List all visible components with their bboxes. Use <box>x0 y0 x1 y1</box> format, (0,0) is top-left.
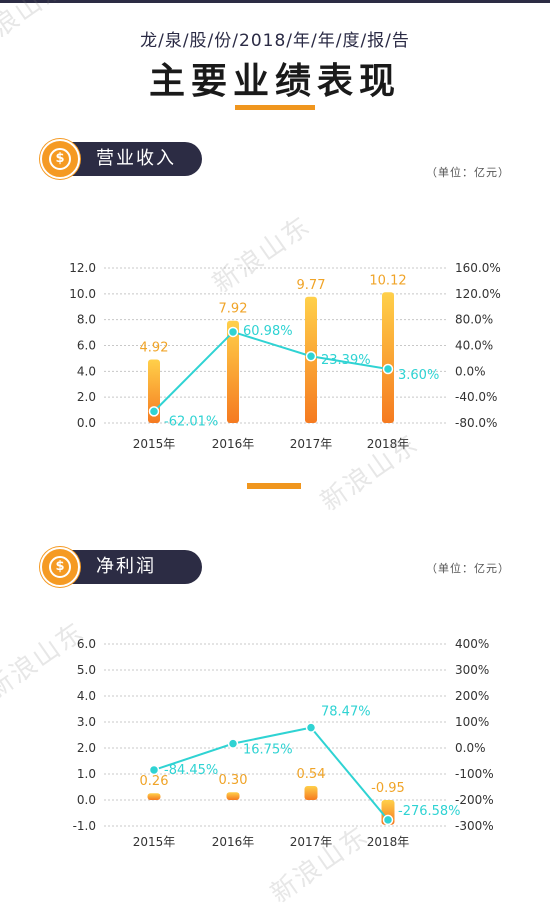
right-tick-label: -100% <box>455 767 494 781</box>
right-tick-label: 80.0% <box>455 313 493 327</box>
bar-value-label: 9.77 <box>297 278 326 293</box>
category-label: 2018年 <box>367 835 410 849</box>
left-tick-label: 4.0 <box>77 689 96 703</box>
right-tick-label: 300% <box>455 663 489 677</box>
category-label: 2016年 <box>212 437 255 451</box>
growth-point <box>148 764 160 776</box>
top-rule <box>0 0 550 3</box>
right-tick-label: 100% <box>455 715 489 729</box>
left-tick-label: 6.0 <box>77 637 96 651</box>
growth-point <box>227 738 239 749</box>
revenue-unit: （单位：亿元） <box>426 166 510 179</box>
right-tick-label: -40.0% <box>455 390 497 404</box>
left-tick-label: 12.0 <box>69 261 96 275</box>
right-tick-label: 400% <box>455 637 489 651</box>
page-title: 主要业绩表现 <box>148 61 401 102</box>
right-tick-label: 120.0% <box>455 287 501 301</box>
right-tick-label: 160.0% <box>455 261 501 275</box>
left-tick-label: 0.0 <box>77 416 96 430</box>
bar-value-label: 0.26 <box>140 774 169 789</box>
left-tick-label: 5.0 <box>77 663 96 677</box>
category-label: 2017年 <box>290 835 333 849</box>
category-label: 2017年 <box>290 437 333 451</box>
bar <box>227 320 239 423</box>
title-underline <box>235 105 315 110</box>
bar-value-label: 0.54 <box>297 767 326 782</box>
growth-label: -62.01% <box>164 414 218 429</box>
left-tick-label: 4.0 <box>77 364 96 378</box>
category-label: 2015年 <box>133 835 176 849</box>
right-tick-label: 40.0% <box>455 339 493 353</box>
growth-point <box>305 722 317 733</box>
revenue-section-header: $ 营业收入 <box>40 139 202 179</box>
category-label: 2016年 <box>212 835 255 849</box>
left-tick-label: 2.0 <box>77 390 96 404</box>
net-profit-section-header: $ 净利润 <box>40 547 202 587</box>
right-tick-label: 200% <box>455 689 489 703</box>
left-tick-label: -1.0 <box>73 819 96 833</box>
growth-label: 23.39% <box>321 353 371 368</box>
dollar-coin-icon: $ <box>40 547 80 587</box>
growth-label: 78.47% <box>321 705 371 720</box>
bar-value-label: 0.30 <box>219 773 248 788</box>
revenue-section-label: 营业收入 <box>96 148 176 169</box>
net-profit-unit: （单位：亿元） <box>426 562 510 575</box>
bar <box>226 792 240 800</box>
bar-value-label: 7.92 <box>219 302 248 317</box>
bar <box>304 785 318 800</box>
growth-point <box>305 350 317 362</box>
left-tick-label: 2.0 <box>77 741 96 755</box>
bar-value-label: 10.12 <box>369 273 406 288</box>
left-tick-label: 0.0 <box>77 793 96 807</box>
bar <box>147 793 161 800</box>
growth-point <box>227 326 239 338</box>
revenue-chart: 0.0 2.0 4.0 6.0 8.0 10.0 12.0 -80.0% -40.0% 0.0% 4… <box>69 261 501 451</box>
right-tick-label: -200% <box>455 793 494 807</box>
growth-label: -276.58% <box>398 804 461 819</box>
growth-point <box>148 406 160 417</box>
bar <box>382 292 394 423</box>
growth-line <box>153 330 389 413</box>
right-tick-label: -300% <box>455 819 494 833</box>
bar-value-label: -0.95 <box>371 781 405 796</box>
category-label: 2018年 <box>367 437 410 451</box>
growth-point <box>382 814 394 826</box>
net-profit-section-label: 净利润 <box>96 556 156 577</box>
left-tick-label: 1.0 <box>77 767 96 781</box>
growth-label: 3.60% <box>398 368 439 383</box>
net-profit-chart: -1.0 0.0 1.0 2.0 3.0 4.0 5.0 6.0 -300% -200% -100%… <box>73 637 494 849</box>
growth-point <box>382 363 394 375</box>
section-divider <box>247 483 301 489</box>
left-tick-label: 10.0 <box>69 287 96 301</box>
growth-label: 16.75% <box>243 743 293 758</box>
right-tick-label: -80.0% <box>455 416 497 430</box>
growth-label: 60.98% <box>243 324 293 339</box>
left-tick-label: 6.0 <box>77 339 96 353</box>
bar-value-label: 4.92 <box>140 340 169 355</box>
category-label: 2015年 <box>133 437 176 451</box>
report-subtitle: 龙/泉/股/份/2018/年/年/度/报/告 <box>140 31 410 51</box>
dollar-coin-icon: $ <box>40 139 80 179</box>
right-tick-label: 0.0% <box>455 741 486 755</box>
growth-line <box>153 726 389 821</box>
growth-label: -84.45% <box>164 763 218 778</box>
left-tick-label: 8.0 <box>77 313 96 327</box>
right-tick-label: 0.0% <box>455 364 486 378</box>
left-tick-label: 3.0 <box>77 715 96 729</box>
